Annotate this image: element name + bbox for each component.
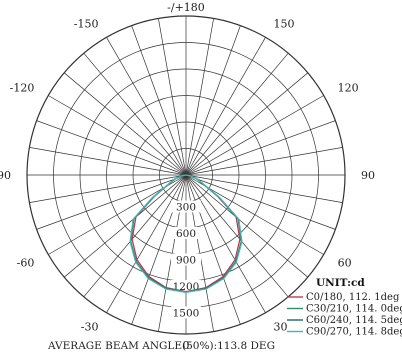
grid-spoke xyxy=(158,18,187,176)
grid-spoke xyxy=(36,120,187,176)
angle-label: -150 xyxy=(74,17,99,30)
grid-spoke xyxy=(63,72,187,176)
angle-label: 150 xyxy=(274,17,295,30)
grid-spoke xyxy=(83,174,187,298)
angle-label: 60 xyxy=(338,257,352,270)
grid-spoke xyxy=(29,174,187,203)
radial-tick-label: 600 xyxy=(176,228,196,240)
legend-label: C0/180, 112. 1deg xyxy=(306,292,400,303)
tick-label-background xyxy=(171,200,201,213)
grid-spoke xyxy=(185,52,289,176)
grid-spoke xyxy=(83,52,187,176)
legend-label: C90/270, 114. 8deg xyxy=(306,327,402,338)
grid-spoke xyxy=(185,147,343,176)
angle-labels: -/+180 150 -150 120 -120 90 -90 60 -60 30 -30 0 xyxy=(0,1,375,352)
tick-label-background xyxy=(171,253,201,266)
grid-spoke xyxy=(185,174,309,278)
grid-spoke xyxy=(185,174,289,298)
tick-label-background xyxy=(171,227,201,239)
angle-label: -90 xyxy=(0,169,11,182)
grid-spoke xyxy=(185,37,266,176)
angle-label: -60 xyxy=(17,257,35,270)
grid-spoke xyxy=(106,174,187,313)
grid-spoke xyxy=(29,147,187,176)
radial-tick-label: 900 xyxy=(176,255,196,267)
legend-label: C60/240, 114. 5deg xyxy=(306,315,402,326)
tick-label-background xyxy=(171,306,201,319)
grid-spoke xyxy=(63,174,187,278)
grid-spoke xyxy=(48,95,187,176)
radial-tick-label: 300 xyxy=(176,202,196,214)
angle-label: 30 xyxy=(274,321,288,334)
grid-spoke xyxy=(185,72,309,176)
beam-angle-footer: AVERAGE BEAM ANGLE(50%):113.8 DEG xyxy=(47,340,275,352)
grid-spoke xyxy=(131,174,187,325)
angle-label: 120 xyxy=(338,82,359,95)
grid-spoke xyxy=(36,174,187,230)
tick-label-background xyxy=(171,280,201,292)
angle-label: 0 xyxy=(183,339,190,352)
angle-label: -/+180 xyxy=(167,1,205,14)
series-curve-3 xyxy=(129,174,243,293)
grid-spoke xyxy=(106,37,187,176)
radial-tick-label: 1500 xyxy=(173,308,200,320)
legend-label: C30/210, 114. 0deg xyxy=(306,304,402,315)
grid-spoke xyxy=(185,120,336,176)
distribution-curves xyxy=(129,174,243,293)
angle-label: 90 xyxy=(361,169,375,182)
grid-spoke xyxy=(185,174,241,325)
grid-spoke xyxy=(131,25,187,176)
angle-label: -120 xyxy=(10,82,35,95)
unit-label: UNIT:cd xyxy=(316,277,365,289)
grid-spoke xyxy=(185,174,336,230)
grid-spoke xyxy=(185,18,214,176)
grid-spoke xyxy=(185,174,343,203)
grid-spoke xyxy=(185,174,266,313)
grid-spoke xyxy=(185,25,241,176)
angle-label: -30 xyxy=(81,321,99,334)
grid-spoke xyxy=(185,95,324,176)
